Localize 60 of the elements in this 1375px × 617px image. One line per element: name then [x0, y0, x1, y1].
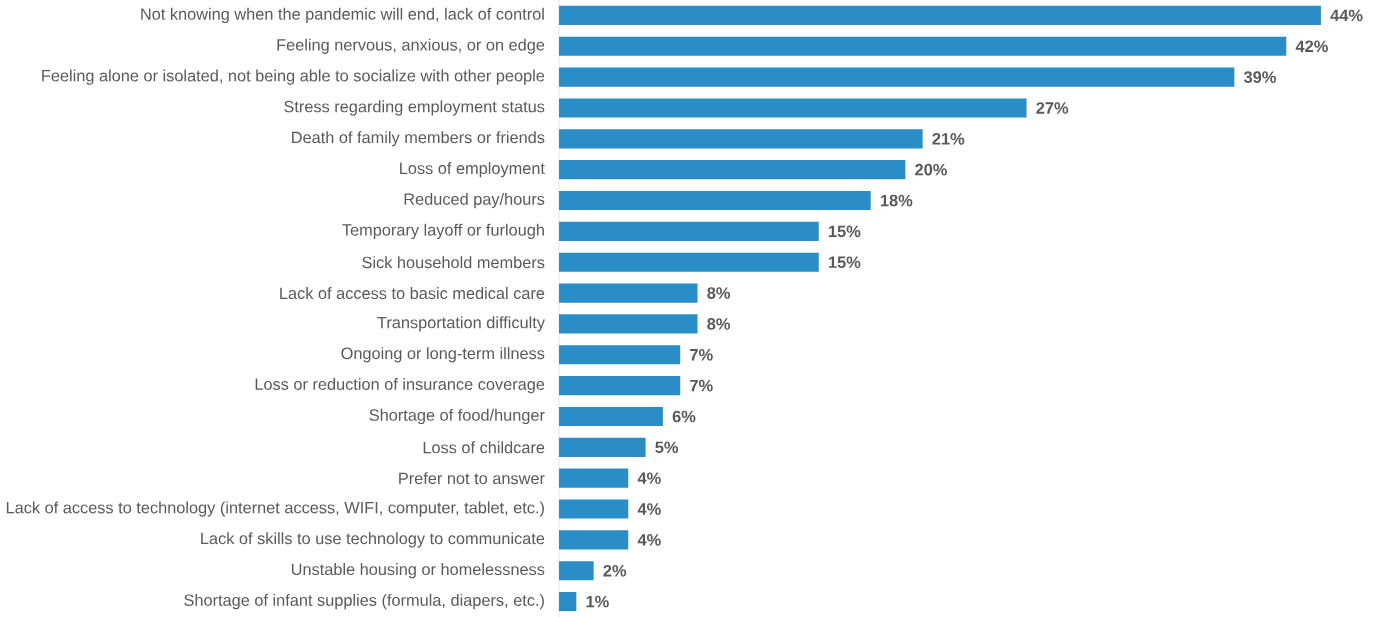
y-tick-label: Prefer not to answer [399, 472, 545, 485]
data-label: 4% [637, 472, 661, 484]
y-tick-label: Loss of employment [400, 162, 545, 178]
bar [559, 406, 663, 427]
bar [559, 592, 577, 612]
bar [559, 5, 1321, 25]
y-tick-label: Lack of access to basic medical care [280, 287, 545, 300]
y-tick-label: Feeling alone or isolated, not being able to socialize with other people [42, 69, 545, 85]
data-label: 8% [707, 318, 731, 330]
bar [559, 98, 1027, 118]
bar [559, 67, 1235, 87]
data-label: 1% [586, 595, 609, 608]
data-label: 20% [915, 163, 947, 176]
y-tick-label: Sick household members [362, 256, 545, 269]
y-tick-label: Shortage of food/hunger [369, 408, 545, 425]
bar [559, 36, 1287, 56]
data-label: 6% [672, 410, 696, 423]
data-label: 7% [690, 379, 713, 392]
y-tick-label: Not knowing when the pandemic will end, lack of control [141, 7, 544, 24]
bar [559, 160, 906, 180]
data-label: 18% [880, 194, 913, 207]
data-label: 7% [690, 349, 713, 361]
bar [559, 345, 681, 365]
y-tick-label: Shortage of infant supplies (formula, diapers, etc.) [184, 593, 544, 610]
data-label: 44% [1330, 9, 1363, 22]
bar [559, 468, 629, 488]
bar [559, 314, 698, 334]
bar [559, 221, 819, 241]
data-label: 8% [707, 287, 731, 299]
y-tick-label: Ongoing or long-term illness [341, 347, 545, 363]
y-tick-label: Lack of skills to use technology to communicate [201, 532, 545, 548]
bar [559, 190, 871, 211]
y-tick-label: Loss or reduction of insurance coverage [255, 378, 545, 394]
data-label: 27% [1036, 102, 1069, 114]
data-label: 39% [1243, 71, 1276, 83]
bar [559, 129, 923, 149]
data-label: 21% [932, 133, 965, 145]
y-tick-label: Transportation difficulty [377, 316, 545, 332]
y-tick-label: Lack of access to technology (internet access, WIFI, computer, tablet, etc.) [6, 501, 544, 517]
y-tick-label: Death of family members or friends [292, 131, 545, 147]
y-tick-label: Stress regarding employment status [284, 100, 545, 116]
data-label: 15% [828, 225, 861, 238]
data-label: 4% [637, 503, 661, 515]
y-tick-label: Feeling nervous, anxious, or on edge [277, 38, 545, 54]
y-tick-label: Temporary layoff or furlough [342, 223, 544, 239]
bar [559, 561, 594, 581]
bar [559, 376, 681, 396]
y-tick-label: Reduced pay/hours [404, 192, 545, 209]
bar [559, 283, 698, 303]
y-tick-label: Unstable housing or homelessness [291, 563, 545, 579]
bar [559, 437, 646, 457]
bar [559, 499, 629, 519]
data-label: 5% [655, 441, 679, 454]
data-label: 4% [637, 534, 661, 546]
data-label: 42% [1295, 40, 1328, 53]
bar [559, 252, 819, 272]
bar [559, 530, 629, 550]
data-label: 15% [828, 256, 861, 269]
y-tick-label: Loss of childcare [423, 441, 545, 454]
data-label: 2% [603, 564, 627, 577]
